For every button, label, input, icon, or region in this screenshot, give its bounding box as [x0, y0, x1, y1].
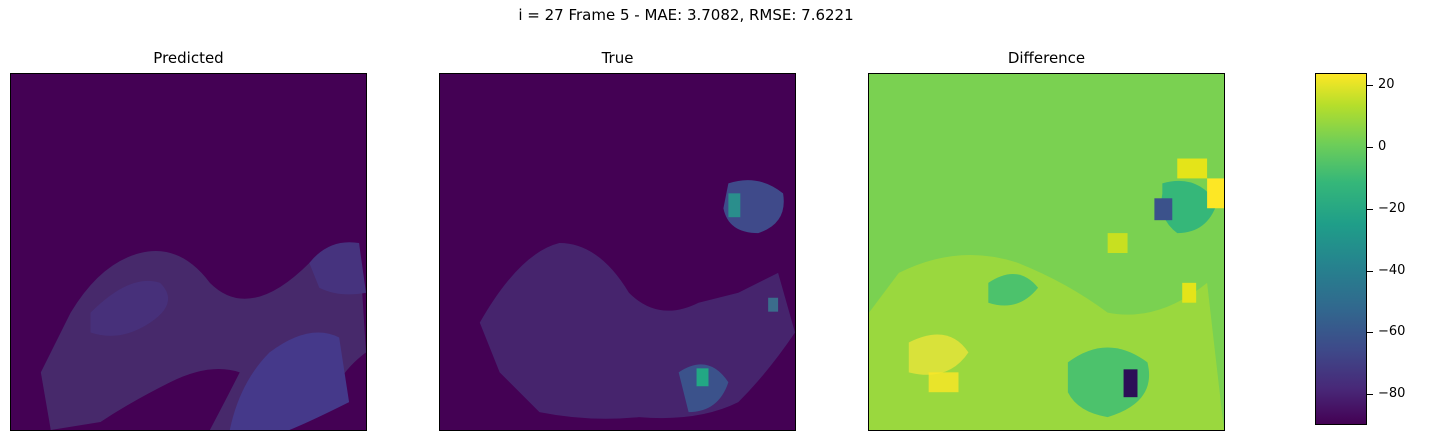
colorbar-tick-label: 20	[1378, 77, 1395, 93]
true-heatmap	[439, 73, 796, 431]
colorbar-tick-label: 0	[1378, 139, 1387, 155]
colorbar-tick	[1367, 85, 1373, 87]
difference-title: Difference	[1007, 49, 1086, 67]
colorbar-tick	[1367, 394, 1373, 396]
difference-heatmap	[868, 73, 1225, 431]
figure-title: i = 27 Frame 5 - MAE: 3.7082, RMSE: 7.62…	[518, 6, 854, 24]
colorbar-tick	[1367, 208, 1373, 210]
predicted-panel: Predicted	[10, 49, 367, 431]
predicted-heatmap	[10, 73, 367, 431]
colorbar-tick	[1367, 270, 1373, 272]
colorbar-tick-label: −40	[1378, 262, 1406, 278]
predicted-title: Predicted	[153, 49, 224, 67]
true-title: True	[601, 49, 634, 67]
colorbar-tick-label: −60	[1378, 324, 1406, 340]
difference-panel: Difference	[868, 49, 1225, 431]
colorbar-tick-label: −80	[1378, 386, 1406, 402]
colorbar-tick-label: −20	[1378, 200, 1406, 216]
colorbar-tick	[1367, 332, 1373, 334]
colorbar-tick	[1367, 147, 1373, 149]
colorbar	[1315, 73, 1367, 425]
true-panel: True	[439, 49, 796, 431]
